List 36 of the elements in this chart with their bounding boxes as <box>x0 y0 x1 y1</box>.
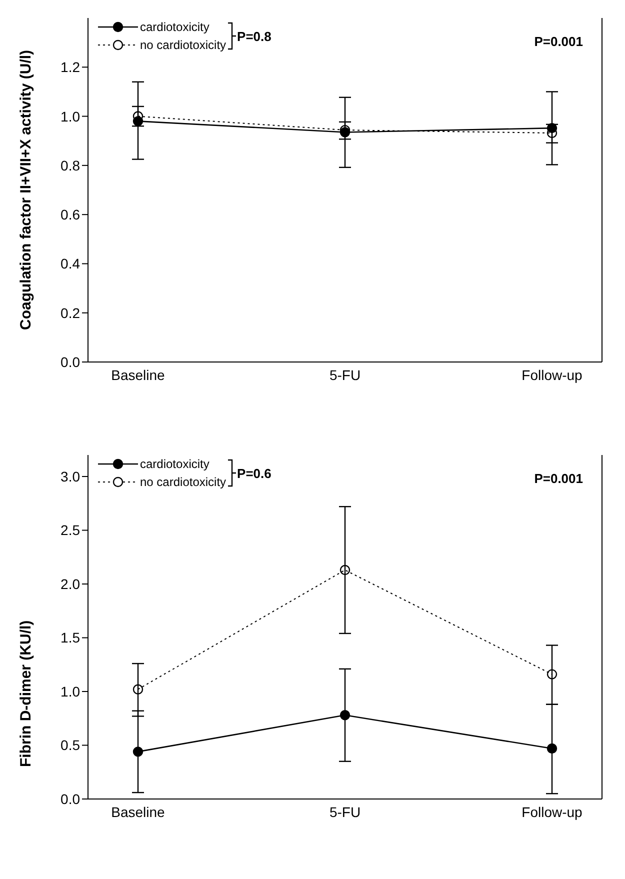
legend-label: cardiotoxicity <box>140 20 210 34</box>
point <box>546 669 558 680</box>
annotation: P=0.001 <box>534 34 583 49</box>
x-tick-label: Follow-up <box>522 366 583 383</box>
point <box>132 684 144 694</box>
point <box>340 564 350 576</box>
y-tick-label: 0.6 <box>60 206 80 223</box>
point <box>132 746 144 757</box>
annotation: P=0.001 <box>534 471 583 486</box>
x-tick-label: Follow-up <box>522 804 583 820</box>
x-tick-label: Baseline <box>111 366 166 383</box>
x-tick-label: Baseline <box>111 804 166 820</box>
y-axis-title: Fibrin D-dimer (KU/l) <box>17 620 34 767</box>
y-tick-label: 2.0 <box>60 576 80 592</box>
y-tick-label: 0.4 <box>60 256 80 272</box>
y-tick-label: 0.0 <box>60 354 80 370</box>
y-tick-label: 3.0 <box>60 468 80 484</box>
legend-label: cardiotoxicity <box>140 457 210 471</box>
y-tick-label: 0.5 <box>60 737 80 754</box>
y-tick-label: 1.0 <box>60 108 80 124</box>
x-tick-label: 5-FU <box>329 804 361 820</box>
annotation: P=0.6 <box>237 466 272 480</box>
y-tick-label: 0.2 <box>60 304 80 321</box>
point <box>340 710 350 720</box>
y-axis-title: Coagulation factor II+VII+X activity (U/l) <box>17 50 34 330</box>
y-tick-label: 2.5 <box>60 522 80 538</box>
y-tick-label: 1.5 <box>60 630 80 646</box>
annotation: P=0.8 <box>237 28 272 44</box>
y-tick-label: 0.8 <box>60 157 80 174</box>
x-tick-label: 5-FU <box>329 366 361 383</box>
y-tick-label: 1.0 <box>60 683 80 700</box>
legend-label: no cardiotoxicity <box>140 475 226 489</box>
y-tick-label: 0.0 <box>60 790 80 807</box>
legend-label: no cardiotoxicity <box>140 38 226 52</box>
point <box>546 743 558 754</box>
y-tick-label: 1.2 <box>60 59 80 76</box>
